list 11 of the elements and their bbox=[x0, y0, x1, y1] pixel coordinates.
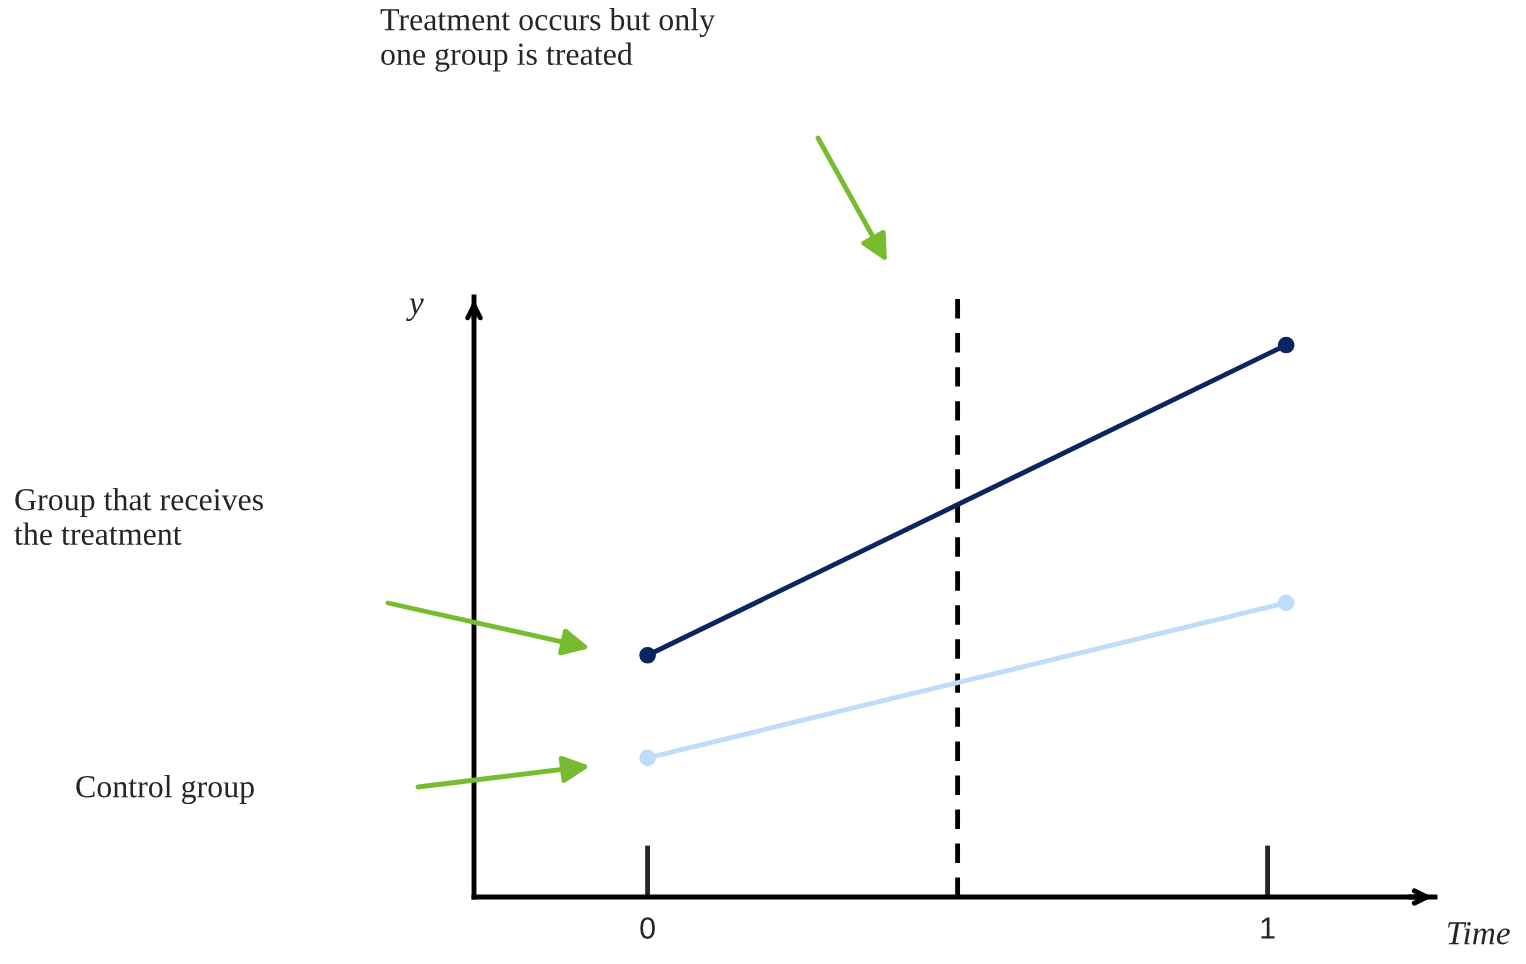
x-axis-title: Time bbox=[1448, 922, 1510, 945]
x-tick-label: 0 bbox=[640, 917, 655, 939]
y-axis-title: y bbox=[406, 298, 424, 321]
x-tick-label: 1 bbox=[1261, 917, 1275, 939]
point bbox=[1277, 336, 1295, 354]
text: Control group bbox=[76, 775, 254, 805]
point bbox=[639, 646, 656, 664]
text: Group that receives the treatment bbox=[14, 488, 263, 545]
point bbox=[1277, 594, 1295, 612]
point bbox=[639, 749, 656, 767]
text: Treatment occurs but only one group is treated bbox=[380, 8, 715, 72]
